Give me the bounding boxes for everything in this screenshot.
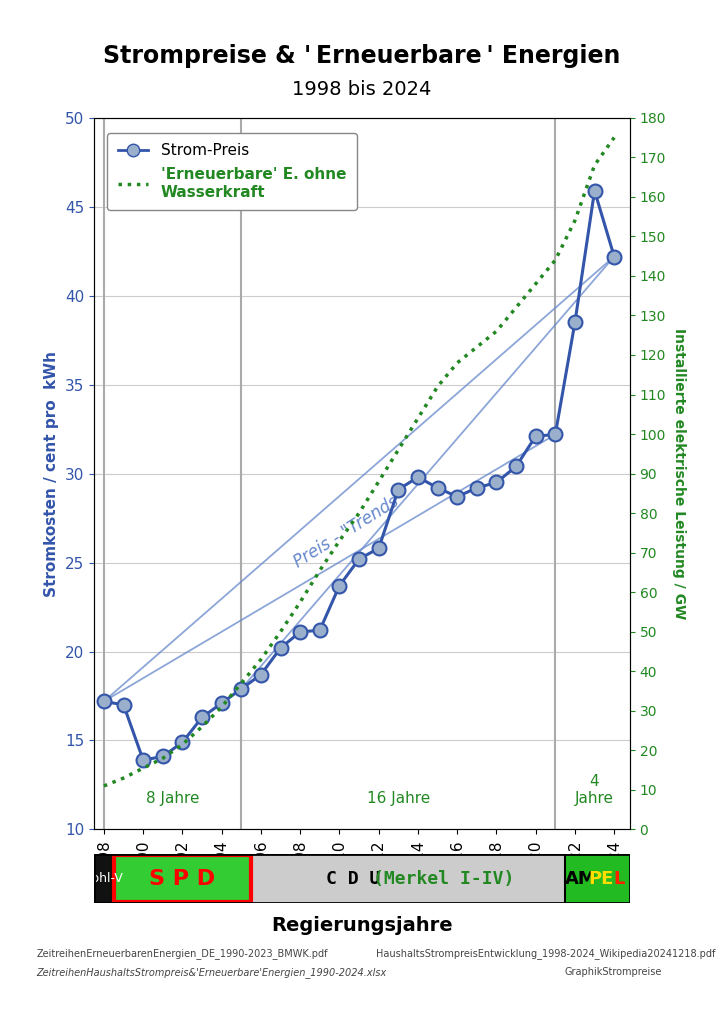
Text: PE: PE [589,869,614,888]
Text: ZeitreihenHaushaltsStrompreis&'Erneuerbare'Energien_1990-2024.xlsx: ZeitreihenHaushaltsStrompreis&'Erneuerba… [36,967,387,978]
Text: HaushaltsStrompreisEntwicklung_1998-2024_Wikipedia20241218.pdf: HaushaltsStrompreisEntwicklung_1998-2024… [376,948,716,959]
Bar [94,854,114,903]
Text: 4
Jahre: 4 Jahre [575,774,614,806]
Bar [114,854,251,903]
Text: 8 Jahre: 8 Jahre [146,792,199,806]
Text: ZeitreihenErneuerbarenEnergien_DE_1990-2023_BMWK.pdf: ZeitreihenErneuerbarenEnergien_DE_1990-2… [36,948,328,959]
Y-axis label: Installierte elektrische Leistung / GW: Installierte elektrische Leistung / GW [672,328,686,620]
Legend: Strom-Preis, 'Erneuerbare' E. ohne
Wasserkraft: Strom-Preis, 'Erneuerbare' E. ohne Wasse… [107,132,357,211]
Text: S P D: S P D [149,868,216,889]
Text: L: L [613,869,625,888]
Bar [565,854,630,903]
Text: Strompreise & 'Erneuerbare' Energien: Strompreise & 'Erneuerbare' Energien [108,44,616,69]
Bar [114,855,251,902]
Text: (Merkel I-IV): (Merkel I-IV) [373,869,514,888]
Text: GraphikStrompreise: GraphikStrompreise [565,967,662,977]
Text: 1998 bis 2024: 1998 bis 2024 [292,80,432,98]
Y-axis label: Stromkosten / cent pro  kWh: Stromkosten / cent pro kWh [44,350,59,597]
Text: C D U: C D U [326,869,380,888]
Text: Preis - "Trends": Preis - "Trends" [290,488,408,571]
Text: Kohl-V: Kohl-V [85,872,123,885]
Text: 16 Jahre: 16 Jahre [366,792,430,806]
Bar [251,854,565,903]
Text: Regierungsjahre: Regierungsjahre [272,916,452,935]
Text: Strompreise & ' Erneuerbare ' Energien: Strompreise & ' Erneuerbare ' Energien [104,44,620,69]
Text: AM: AM [565,869,597,888]
